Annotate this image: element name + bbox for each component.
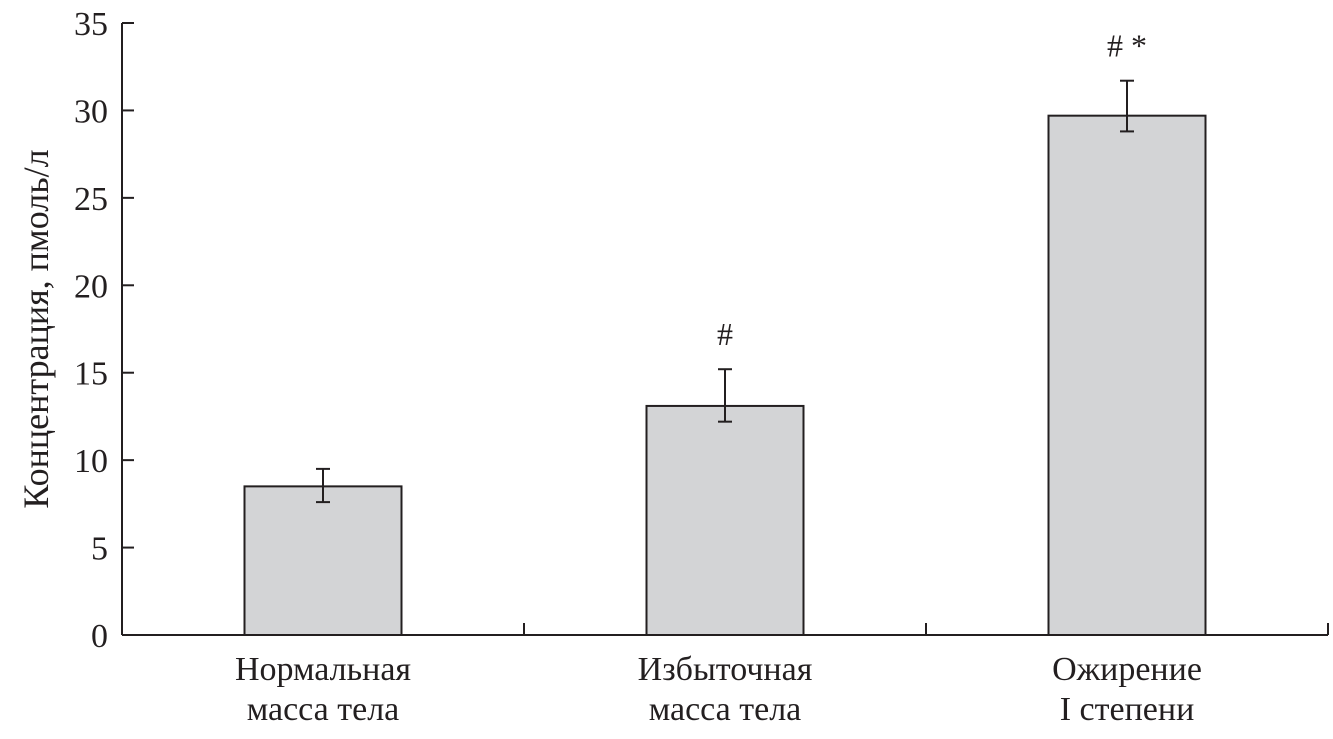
y-tick-label: 35: [74, 6, 108, 43]
y-tick-label: 20: [74, 268, 108, 305]
y-tick-label: 25: [74, 181, 108, 218]
y-tick-label: 10: [74, 443, 108, 480]
y-axis-title: Концентрация, пмоль/л: [16, 149, 56, 508]
bar: [1047, 114, 1207, 637]
bar: [645, 404, 805, 636]
y-tick-label: 30: [74, 93, 108, 130]
x-category-label: масса тела: [247, 691, 400, 728]
y-tick-label: 5: [91, 531, 108, 568]
x-category-label: Нормальная: [235, 651, 411, 688]
bar: [243, 485, 403, 636]
y-tick-label: 15: [74, 356, 108, 393]
x-category-label: Избыточная: [638, 651, 813, 688]
x-category-label: Ожирение: [1052, 651, 1202, 688]
x-category-label: масса тела: [649, 691, 802, 728]
significance-marker: #: [717, 316, 733, 352]
significance-marker: # *: [1107, 28, 1147, 64]
x-category-label: I степени: [1060, 691, 1195, 728]
y-tick-label: 0: [91, 618, 108, 655]
